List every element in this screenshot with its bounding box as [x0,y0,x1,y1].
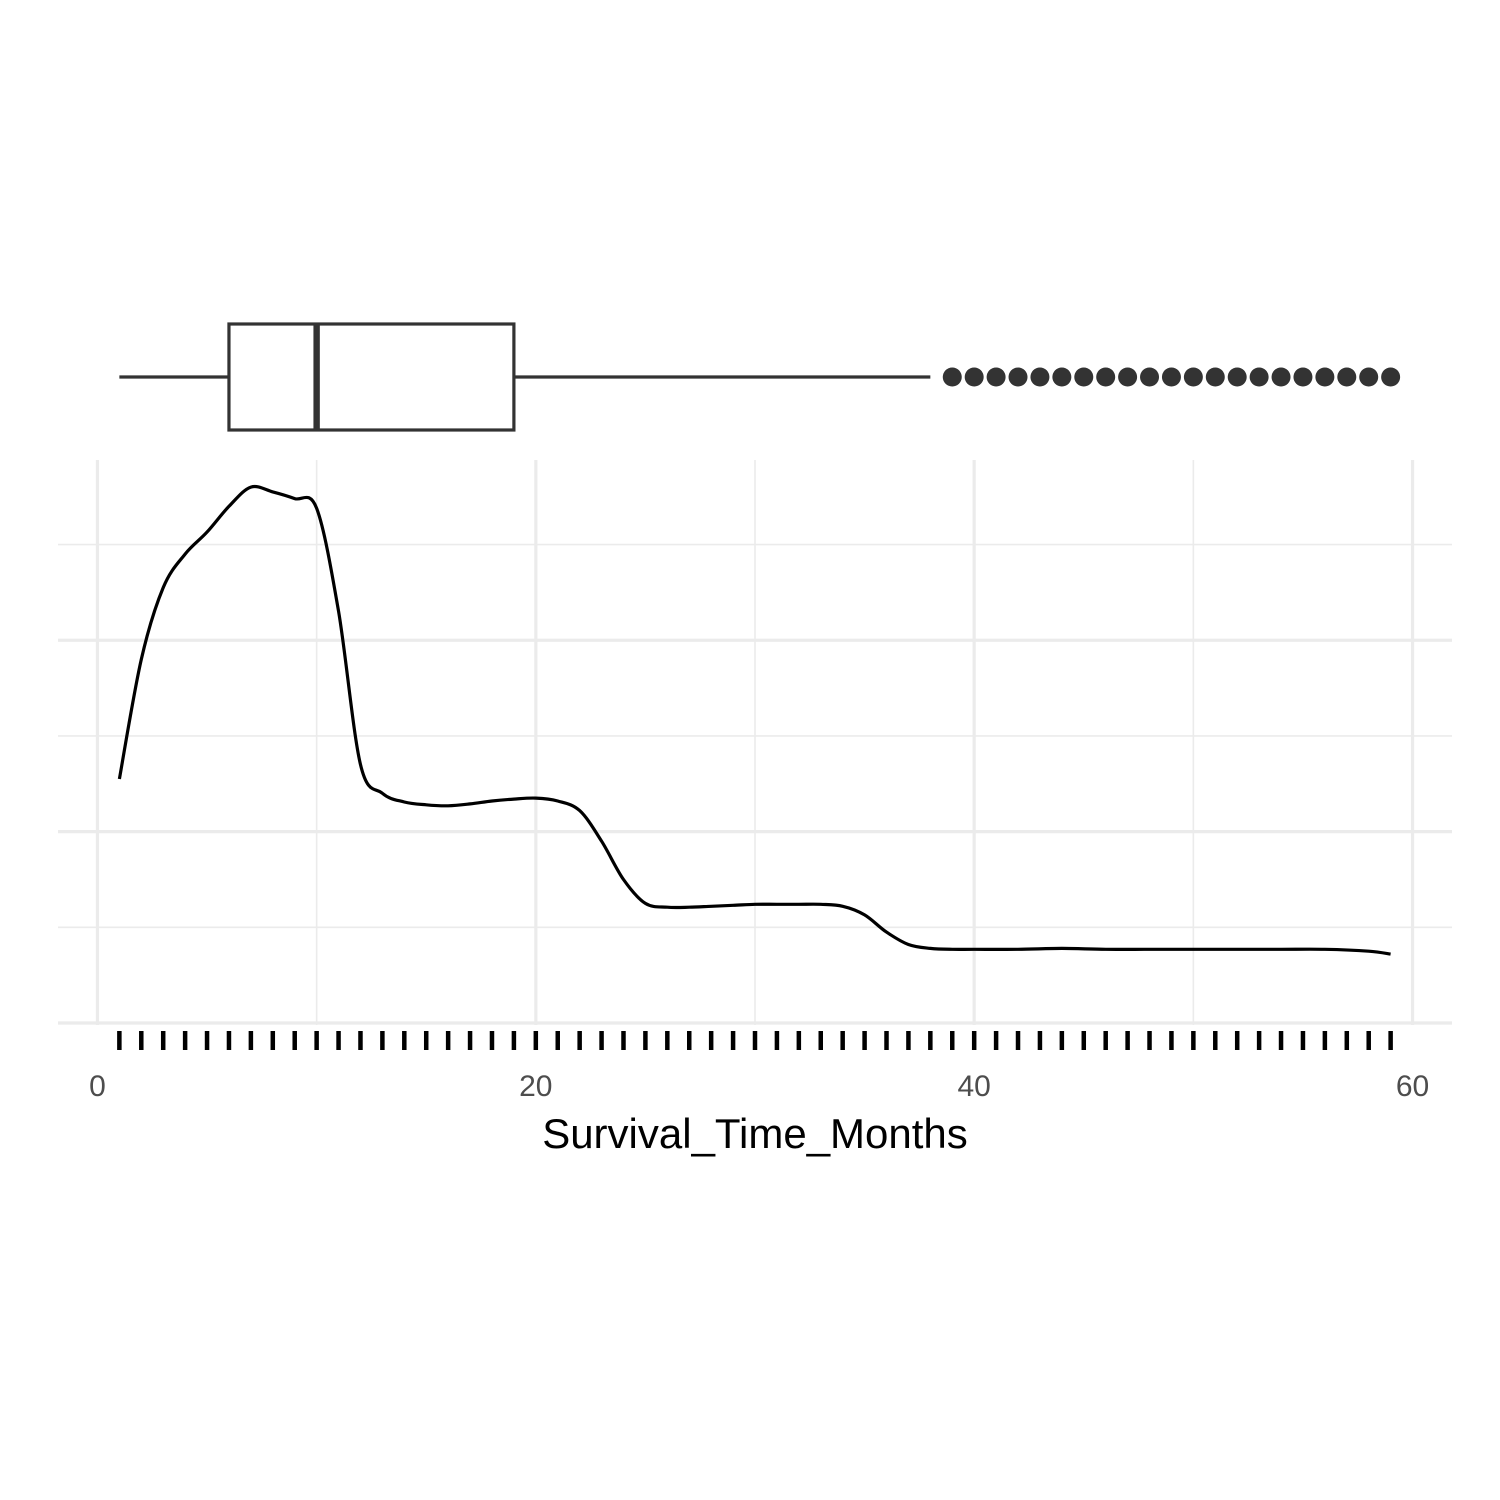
box-outlier-point [1161,367,1181,387]
box-outlier-point [1337,367,1357,387]
box-outlier-point [1315,367,1335,387]
box-outlier-point [1008,367,1028,387]
density-grid [58,460,1452,1025]
boxplot-panel [119,322,1401,432]
x-axis: 0 20 40 60 [89,1070,1429,1103]
box-outlier-point [1074,367,1094,387]
box-iqr [227,322,516,432]
box-outlier-point [1140,367,1160,387]
box-outlier-point [1381,367,1401,387]
density-line [117,484,1391,956]
density-panel [117,484,1391,956]
box-outlier-point [1052,367,1072,387]
box-outlier-point [1271,367,1291,387]
box-outlier-point [986,367,1006,387]
x-tick-label: 0 [89,1070,106,1103]
x-tick-label: 60 [1396,1070,1429,1103]
box-outlier-point [1205,367,1225,387]
x-axis-title: Survival_Time_Months [542,1110,968,1157]
rug-marks [117,1031,1393,1050]
box-outlier-point [1096,367,1116,387]
box-outlier-point [964,367,984,387]
box-outlier-point [1293,367,1313,387]
box-outlier-point [1183,367,1203,387]
box-outlier-point [1118,367,1138,387]
x-tick-label: 40 [957,1070,990,1103]
box-outlier-point [1227,367,1247,387]
box-outlier-point [942,367,962,387]
box-outlier-point [1030,367,1050,387]
box-outlier-point [1249,367,1269,387]
box-outlier-point [1359,367,1379,387]
x-tick-label: 20 [519,1070,552,1103]
